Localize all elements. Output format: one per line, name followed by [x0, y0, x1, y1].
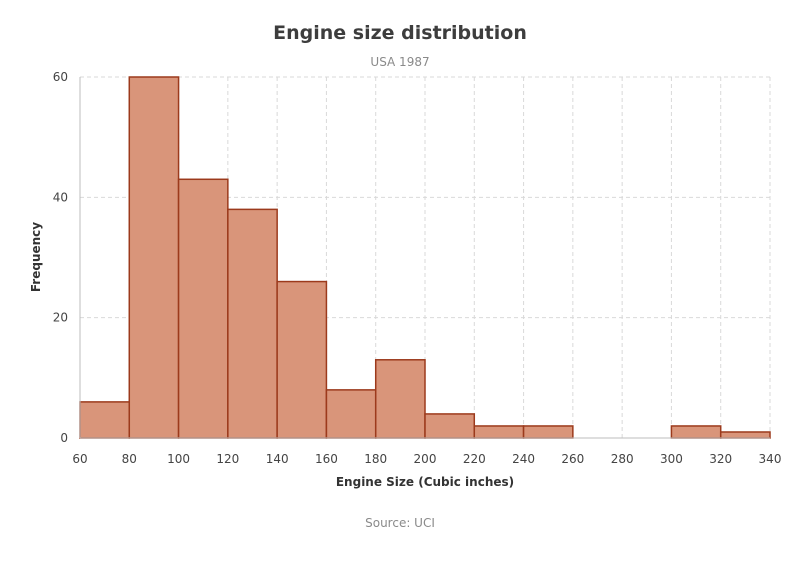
x-tick-label: 80: [122, 452, 137, 466]
x-tick-label: 180: [364, 452, 387, 466]
tick-labels: 0 20 40 60 60 80 100 120 140 160 180 200 220 240 260 28…: [53, 70, 782, 466]
histogram-bar: [473, 425, 525, 439]
x-tick-label: 140: [266, 452, 289, 466]
histogram-bar: [227, 208, 278, 439]
x-tick-label: 300: [660, 452, 683, 466]
chart-source: Source: UCI: [365, 516, 435, 530]
x-tick-label: 280: [611, 452, 634, 466]
histogram-bars: [79, 76, 771, 439]
histogram-bar: [325, 389, 377, 439]
x-tick-label: 200: [414, 452, 437, 466]
y-tick-label: 60: [53, 70, 68, 84]
y-axis-label: Frequency: [29, 222, 43, 292]
x-tick-label: 240: [512, 452, 535, 466]
x-tick-label: 220: [463, 452, 486, 466]
histogram-bar: [522, 425, 574, 439]
x-tick-label: 320: [709, 452, 732, 466]
x-tick-label: 60: [72, 452, 87, 466]
chart-title: Engine size distribution: [273, 22, 527, 44]
axes: [79, 77, 770, 439]
histogram-bar: [719, 431, 771, 439]
histogram-bar: [670, 425, 722, 439]
histogram-bar: [177, 178, 229, 439]
x-tick-label: 120: [216, 452, 239, 466]
x-tick-label: 100: [167, 452, 190, 466]
histogram-bar: [128, 76, 180, 439]
x-tick-label: 260: [561, 452, 584, 466]
y-tick-label: 20: [53, 311, 68, 325]
x-axis-label: Engine Size (Cubic inches): [336, 475, 514, 489]
y-tick-label: 40: [53, 190, 68, 204]
x-tick-label: 340: [759, 452, 782, 466]
histogram-bar: [374, 359, 426, 439]
x-tick-label: 160: [315, 452, 338, 466]
histogram-bar: [276, 280, 328, 439]
chart-subtitle: USA 1987: [370, 55, 429, 69]
y-tick-label: 0: [60, 431, 68, 445]
histogram-bar: [424, 413, 476, 439]
histogram-bar: [79, 401, 131, 439]
